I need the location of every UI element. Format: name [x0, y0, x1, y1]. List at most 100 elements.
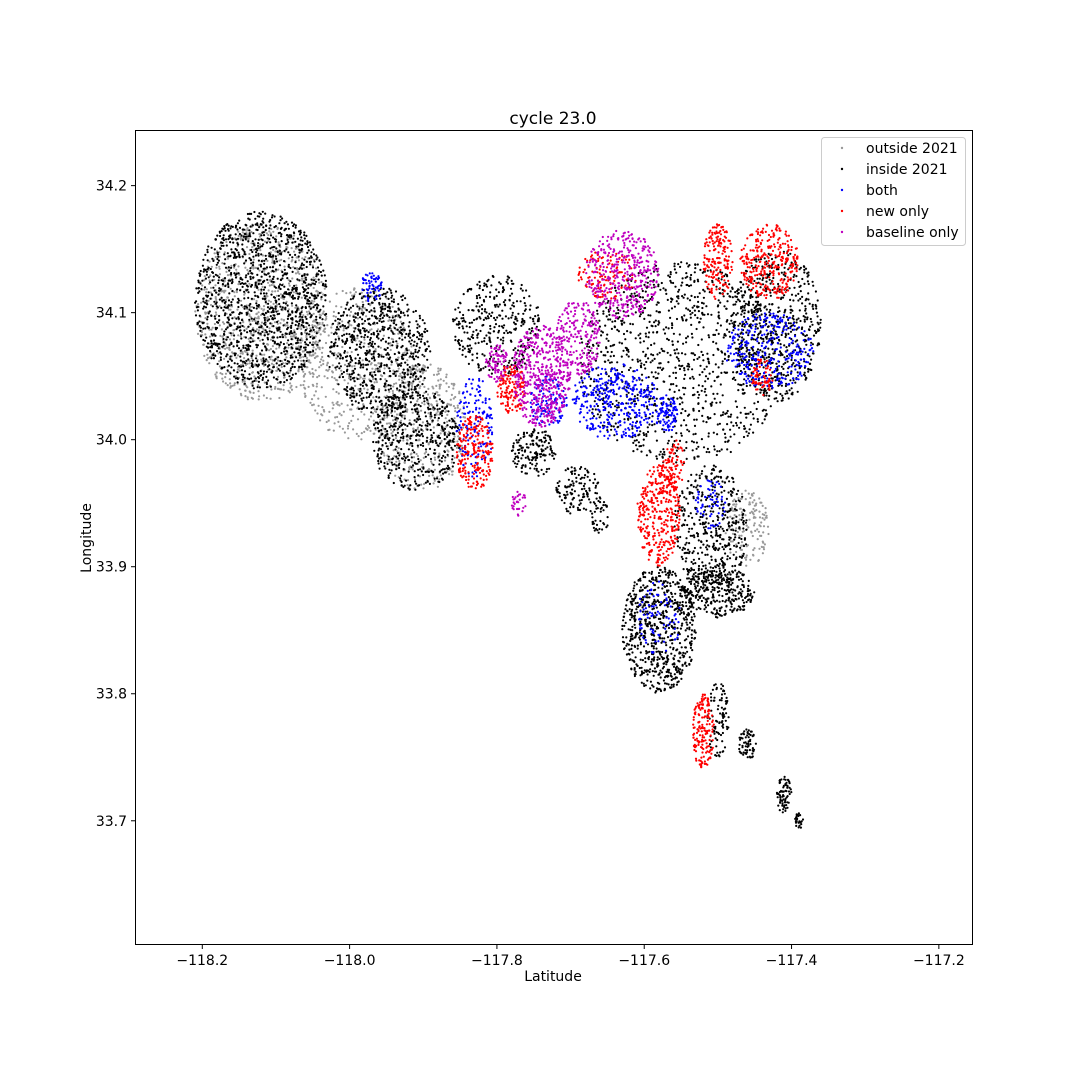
point	[221, 299, 224, 303]
point	[287, 279, 290, 282]
point	[279, 388, 283, 391]
point	[278, 346, 281, 349]
point	[390, 363, 393, 366]
point	[410, 352, 413, 355]
point	[685, 283, 688, 287]
point	[365, 353, 368, 356]
point	[450, 461, 453, 464]
point	[309, 327, 312, 330]
point	[361, 359, 364, 362]
point	[261, 338, 264, 341]
point	[237, 347, 241, 350]
point	[369, 341, 372, 344]
point	[402, 435, 405, 438]
point	[218, 265, 221, 268]
point	[262, 328, 265, 331]
point	[488, 295, 492, 298]
point	[242, 346, 245, 349]
point	[366, 388, 369, 391]
point	[320, 298, 323, 301]
point	[406, 408, 409, 411]
point	[458, 392, 461, 395]
point	[223, 291, 226, 294]
point	[459, 408, 462, 411]
point	[298, 293, 301, 296]
point	[350, 338, 353, 341]
point	[411, 444, 414, 448]
point	[506, 331, 509, 335]
point	[251, 349, 254, 352]
point	[441, 405, 444, 409]
point	[265, 382, 268, 386]
point	[276, 381, 280, 385]
point	[275, 294, 278, 297]
point	[643, 433, 646, 437]
point	[274, 290, 277, 293]
point	[227, 308, 230, 311]
point	[449, 398, 452, 401]
point	[343, 379, 346, 382]
point	[226, 369, 229, 372]
point	[259, 353, 262, 356]
point	[226, 321, 229, 324]
point	[327, 419, 330, 422]
point	[260, 359, 264, 362]
point	[453, 318, 456, 321]
point	[244, 347, 247, 350]
point	[505, 329, 508, 332]
point	[477, 366, 480, 369]
point	[752, 492, 755, 495]
point	[744, 558, 748, 561]
point	[738, 364, 741, 367]
point	[443, 450, 446, 453]
point	[681, 277, 684, 280]
point	[303, 386, 306, 389]
point	[410, 382, 414, 385]
point	[267, 289, 270, 292]
point	[385, 379, 388, 383]
point	[224, 382, 227, 385]
point	[397, 356, 400, 359]
point	[244, 389, 247, 392]
point	[403, 414, 406, 417]
point	[693, 353, 697, 357]
point	[257, 398, 260, 401]
point	[362, 377, 365, 380]
point	[427, 470, 430, 473]
point	[383, 414, 386, 417]
point	[246, 268, 249, 272]
point	[368, 317, 371, 320]
point	[324, 283, 327, 286]
point	[308, 371, 311, 374]
point	[427, 387, 430, 390]
point	[729, 515, 732, 518]
point	[410, 434, 413, 437]
point	[747, 526, 750, 529]
point	[424, 327, 427, 331]
point	[471, 309, 474, 312]
point	[221, 290, 224, 293]
point	[405, 442, 408, 445]
point	[246, 362, 249, 365]
point	[268, 368, 271, 371]
point	[328, 365, 331, 369]
point	[290, 346, 293, 349]
point	[381, 444, 384, 447]
point	[445, 442, 448, 445]
point	[700, 389, 703, 392]
point	[238, 326, 241, 329]
point	[262, 394, 265, 397]
point	[456, 406, 459, 409]
point	[279, 341, 282, 344]
point	[537, 317, 540, 320]
point	[266, 333, 269, 336]
point	[419, 396, 422, 399]
point	[360, 341, 363, 344]
point	[322, 362, 325, 366]
point	[354, 400, 357, 403]
point	[531, 317, 535, 321]
point	[748, 503, 752, 506]
point	[318, 291, 321, 295]
point	[281, 284, 284, 287]
point	[301, 350, 304, 353]
